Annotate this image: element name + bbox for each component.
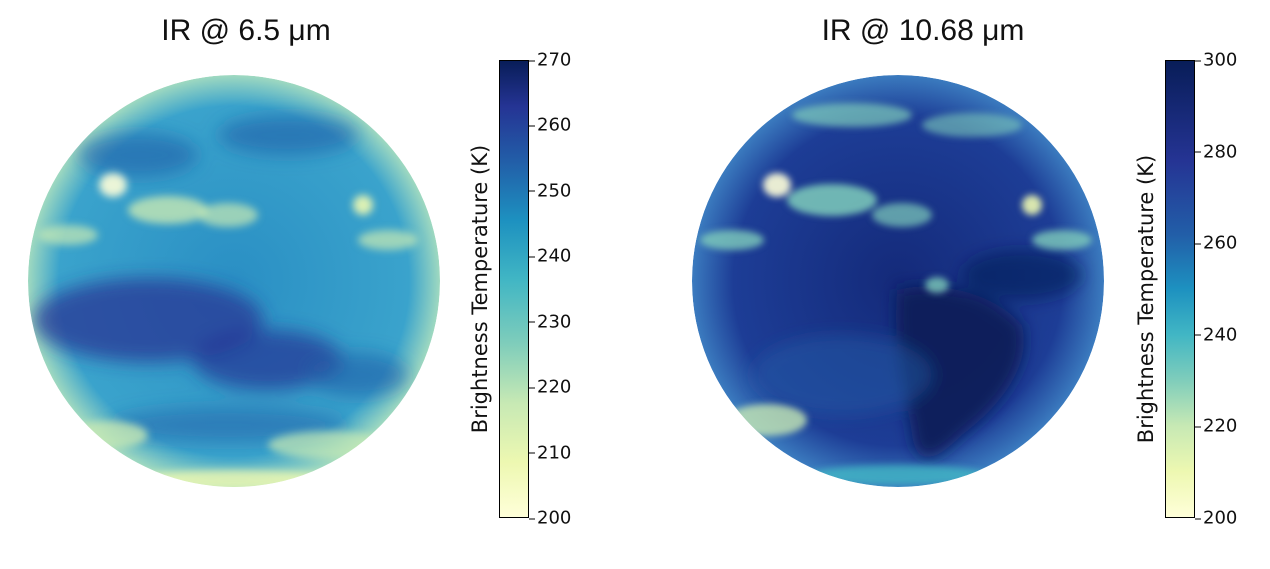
colorbar-label: Brightness Temperature (K) — [1134, 154, 1158, 444]
tick-label: 250 — [528, 180, 572, 202]
tick-label: 270 — [528, 49, 572, 71]
tick-label: 230 — [528, 311, 572, 333]
panel-title: IR @ 6.5 μm — [161, 14, 331, 47]
tick-label: 260 — [1194, 232, 1238, 254]
colorbar-6-5 — [499, 60, 529, 518]
panel-ir-10-68: IR @ 10.68 μm — [635, 0, 1270, 569]
colorbar-10-68 — [1165, 60, 1195, 518]
globe-image-wv — [28, 75, 440, 487]
colorbar-label: Brightness Temperature (K) — [468, 144, 492, 434]
tick-label: 240 — [528, 245, 572, 267]
tick-label: 260 — [528, 114, 572, 136]
panel-ir-6-5: IR @ 6.5 μm — [28, 14, 597, 529]
panel-title: IR @ 10.68 μm — [821, 14, 1025, 47]
tick-label: 300 — [1194, 49, 1238, 71]
globe-image-ir — [692, 75, 1104, 487]
tick-label: 220 — [528, 376, 572, 398]
tick-label: 220 — [1194, 415, 1238, 437]
earth-disk-ir — [692, 75, 1104, 487]
tick-label: 210 — [528, 442, 572, 464]
tick-label: 280 — [1194, 141, 1238, 163]
earth-disk-wv — [28, 75, 440, 487]
tick-label: 200 — [1194, 507, 1238, 529]
colorbar-ticks: 300 280 260 240 220 200 — [1194, 50, 1263, 529]
tick-label: 240 — [1194, 324, 1238, 346]
colorbar-ticks: 270 260 250 240 230 220 210 200 — [528, 50, 597, 529]
tick-label: 200 — [528, 507, 572, 529]
